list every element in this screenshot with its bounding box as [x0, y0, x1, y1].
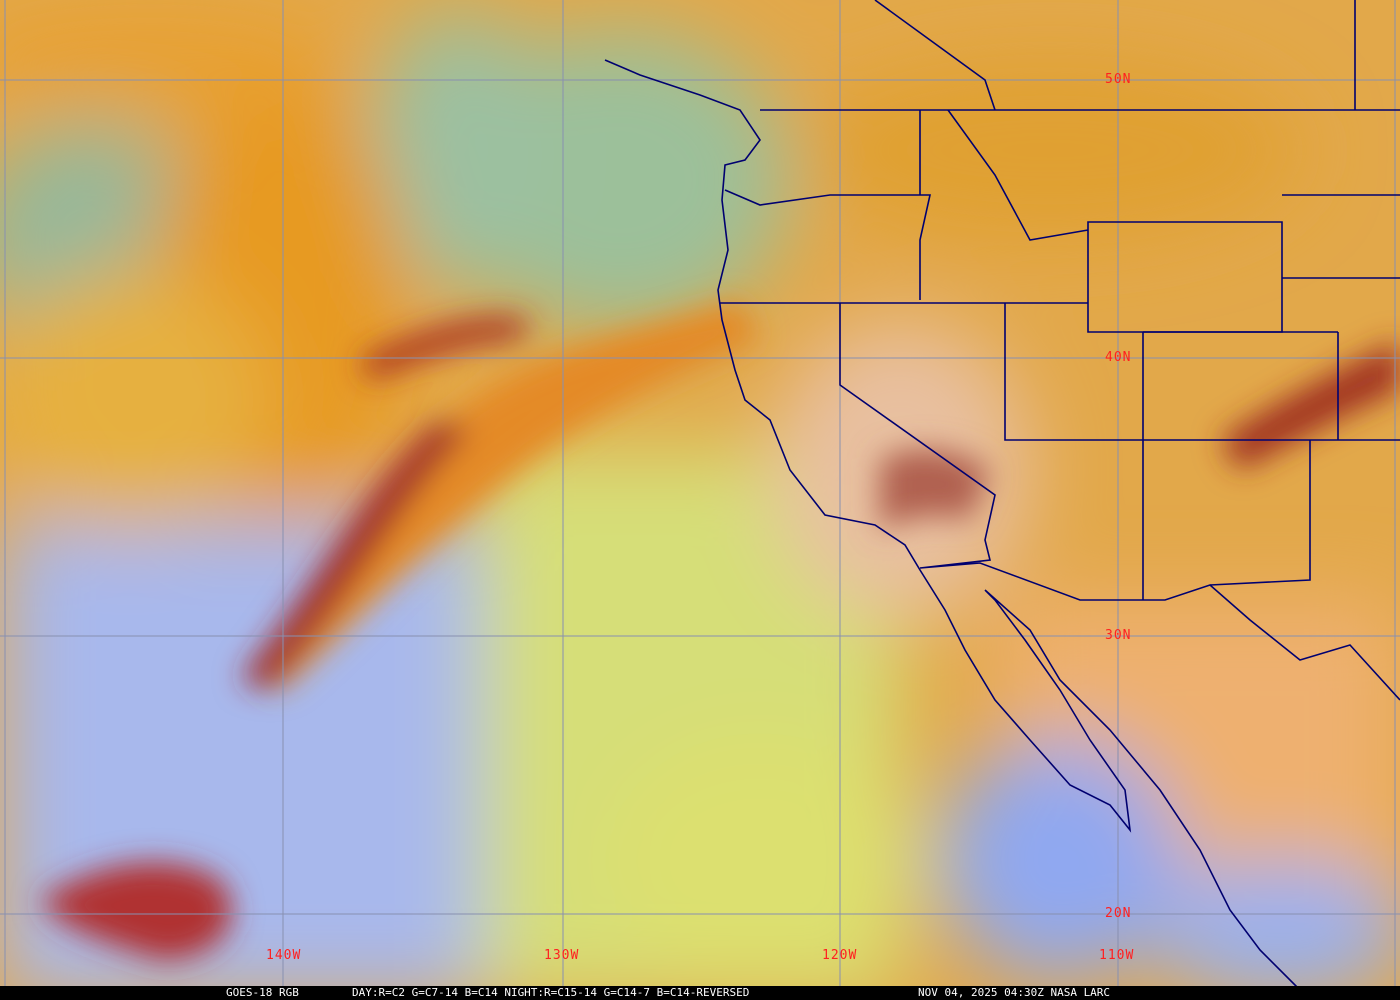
lat-label-30n: 30N — [1105, 628, 1132, 643]
lon-label-140w: 140W — [266, 948, 302, 963]
lat-label-40n: 40N — [1105, 350, 1132, 365]
coastlines-and-borders — [604, 0, 1400, 991]
lon-label-120w: 120W — [822, 948, 858, 963]
rgb-recipe: DAY:R=C2 G=C7-14 B=C14 NIGHT:R=C15-14 G=… — [352, 986, 750, 999]
product-name: GOES-18 RGB — [226, 986, 299, 999]
lon-label-110w: 110W — [1099, 948, 1135, 963]
caption-bar: GOES-18 RGB DAY:R=C2 G=C7-14 B=C14 NIGHT… — [0, 986, 1400, 1000]
lat-label-20n: 20N — [1105, 906, 1132, 921]
lon-label-130w: 130W — [544, 948, 580, 963]
timestamp: NOV 04, 2025 04:30Z NASA LARC — [918, 986, 1111, 999]
lat-label-50n: 50N — [1105, 72, 1132, 87]
frontal-band — [40, 300, 1400, 960]
